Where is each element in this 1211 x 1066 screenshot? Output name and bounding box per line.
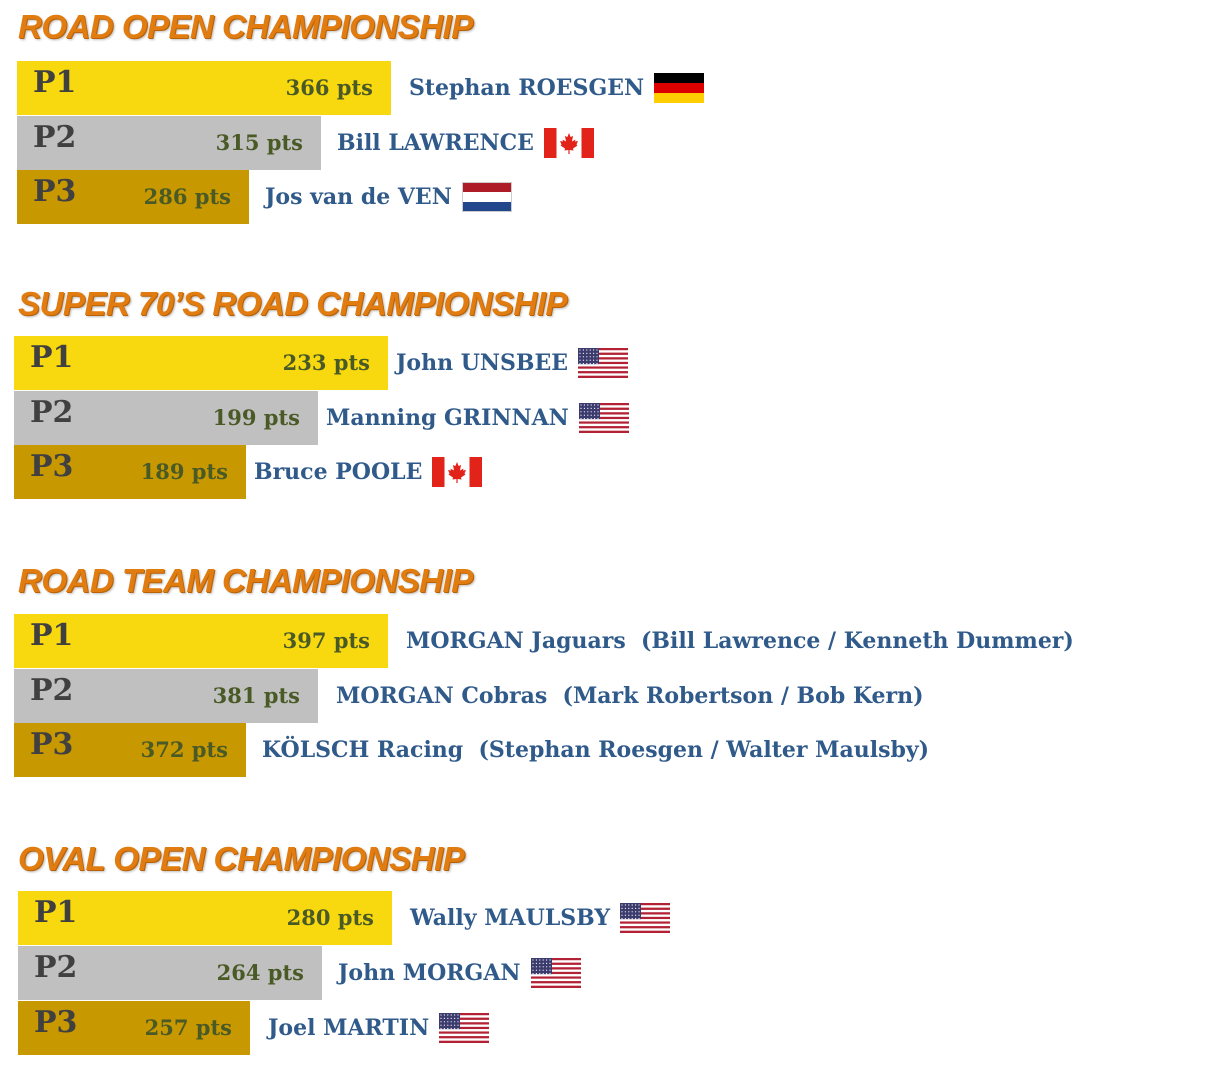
podium-bar-p2: P2 381 pts <box>14 669 318 723</box>
competitor-name: Manning GRINNAN <box>326 405 569 431</box>
podium-bar-p1: P1 397 pts <box>14 614 388 668</box>
points-label: 315 pts <box>215 130 303 155</box>
netherlands-flag-icon <box>461 182 512 212</box>
podium-bar-p1: P1 366 pts <box>17 61 391 115</box>
competitor-name: KÖLSCH Racing (Stephan Roesgen / Walter … <box>262 737 930 763</box>
usa-flag-icon <box>439 1013 490 1043</box>
competitor-name: Stephan ROESGEN <box>409 75 645 101</box>
points-label: 257 pts <box>144 1015 232 1040</box>
position-label: P3 <box>33 174 77 209</box>
germany-flag-icon <box>654 73 705 103</box>
championship-title: OVAL OPEN CHAMPIONSHIP <box>18 840 465 877</box>
points-label: 233 pts <box>282 350 370 375</box>
podium-bar-p3: P3 286 pts <box>17 170 249 224</box>
podium-bar-p3: P3 189 pts <box>14 445 246 499</box>
usa-flag-icon <box>578 403 629 433</box>
position-label: P1 <box>33 65 77 100</box>
podium-bar-p3: P3 372 pts <box>14 723 246 777</box>
position-label: P1 <box>30 340 74 375</box>
competitor-name: John MORGAN <box>338 960 521 986</box>
points-label: 381 pts <box>212 683 300 708</box>
championship-title: ROAD OPEN CHAMPIONSHIP <box>18 8 473 45</box>
podium-bar-p2: P2 264 pts <box>18 946 322 1000</box>
position-label: P2 <box>30 395 74 430</box>
competitor-entry: Bill LAWRENCE <box>337 116 594 170</box>
position-label: P1 <box>30 618 74 653</box>
position-label: P3 <box>34 1005 78 1040</box>
podium-bar-p1: P1 280 pts <box>18 891 392 945</box>
position-label: P2 <box>33 120 77 155</box>
canada-flag-icon <box>543 128 594 158</box>
competitor-entry: MORGAN Jaguars (Bill Lawrence / Kenneth … <box>406 614 1074 668</box>
competitor-entry: Wally MAULSBY <box>410 891 671 945</box>
position-label: P1 <box>34 895 78 930</box>
competitor-entry: KÖLSCH Racing (Stephan Roesgen / Walter … <box>262 723 929 777</box>
competitor-name: MORGAN Cobras (Mark Robertson / Bob Kern… <box>336 683 924 709</box>
competitor-entry: John UNSBEE <box>396 336 629 390</box>
podium-bar-p3: P3 257 pts <box>18 1001 250 1055</box>
position-label: P3 <box>30 449 74 484</box>
position-label: P2 <box>34 950 78 985</box>
points-label: 189 pts <box>140 459 228 484</box>
points-label: 199 pts <box>212 405 300 430</box>
competitor-entry: MORGAN Cobras (Mark Robertson / Bob Kern… <box>336 669 924 723</box>
championship-title: ROAD TEAM CHAMPIONSHIP <box>18 562 473 599</box>
usa-flag-icon <box>530 958 581 988</box>
points-label: 280 pts <box>286 905 374 930</box>
points-label: 372 pts <box>140 737 228 762</box>
competitor-name: Bill LAWRENCE <box>337 130 534 156</box>
competitor-entry: Bruce POOLE <box>254 445 483 499</box>
competitor-name: MORGAN Jaguars (Bill Lawrence / Kenneth … <box>406 628 1074 654</box>
points-label: 264 pts <box>216 960 304 985</box>
championship-title: SUPER 70’S ROAD CHAMPIONSHIP <box>18 285 567 322</box>
competitor-name: John UNSBEE <box>396 350 569 376</box>
podium-bar-p2: P2 315 pts <box>17 116 321 170</box>
position-label: P3 <box>30 727 74 762</box>
competitor-entry: John MORGAN <box>338 946 581 1000</box>
competitor-name: Joel MARTIN <box>268 1015 430 1041</box>
points-label: 286 pts <box>143 184 231 209</box>
competitor-name: Bruce POOLE <box>254 459 423 485</box>
usa-flag-icon <box>620 903 671 933</box>
podium-bar-p2: P2 199 pts <box>14 391 318 445</box>
competitor-name: Wally MAULSBY <box>410 905 611 931</box>
podium-bar-p1: P1 233 pts <box>14 336 388 390</box>
competitor-entry: Jos van de VEN <box>265 170 512 224</box>
competitor-name: Jos van de VEN <box>265 184 452 210</box>
canada-flag-icon <box>432 457 483 487</box>
points-label: 397 pts <box>282 628 370 653</box>
competitor-entry: Joel MARTIN <box>268 1001 490 1055</box>
competitor-entry: Stephan ROESGEN <box>409 61 705 115</box>
position-label: P2 <box>30 673 74 708</box>
points-label: 366 pts <box>285 75 373 100</box>
competitor-entry: Manning GRINNAN <box>326 391 629 445</box>
usa-flag-icon <box>578 348 629 378</box>
